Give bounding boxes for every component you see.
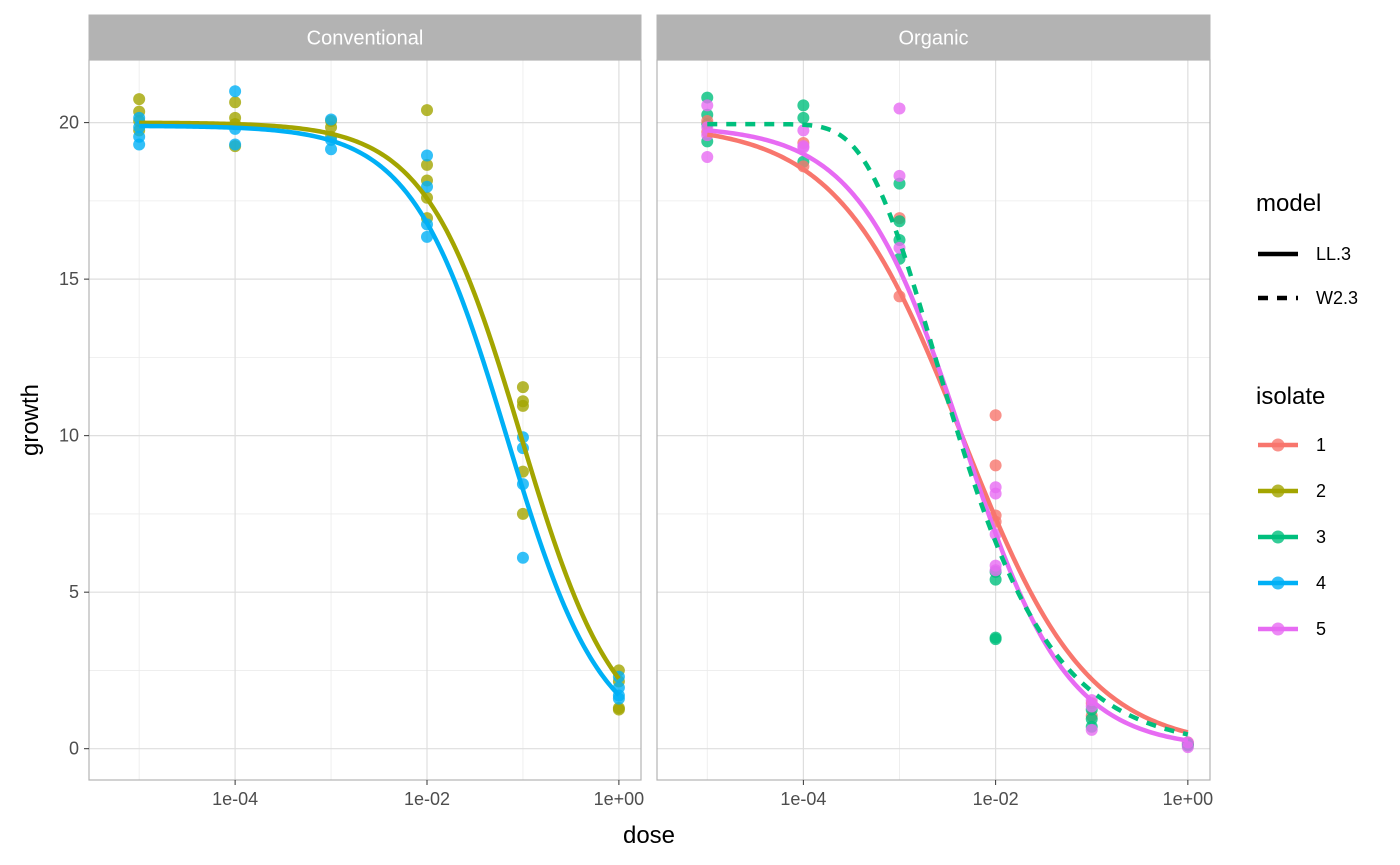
- fit-curve-isolate-2-ll3: [139, 120, 621, 680]
- legend-key-point-isolate-2: [1271, 484, 1285, 498]
- y-axis-title: growth: [17, 384, 44, 456]
- data-point-isolate-5: [989, 487, 1002, 500]
- y-tick-label: 20: [59, 113, 79, 133]
- x-axis-title: dose: [623, 822, 675, 849]
- x-tick-label: 1e-04: [780, 789, 826, 809]
- data-point-isolate-2: [612, 703, 625, 716]
- legend-label-isolate: 4: [1316, 573, 1326, 593]
- panel-background: [89, 60, 641, 780]
- panel-border: [656, 59, 1211, 781]
- data-point-isolate-3: [989, 573, 1002, 586]
- data-point-isolate-4: [421, 180, 434, 193]
- data-point-isolate-2: [421, 104, 434, 117]
- legend-key-point-isolate-1: [1271, 438, 1285, 452]
- x-tick-label: 1e-02: [973, 789, 1019, 809]
- legend-title-model: model: [1256, 190, 1321, 217]
- legend-key-point-isolate-3: [1271, 530, 1285, 544]
- legend-title-isolate: isolate: [1256, 383, 1325, 410]
- data-point-isolate-2: [421, 158, 434, 171]
- data-point-isolate-4: [325, 143, 338, 156]
- data-point-isolate-3: [893, 215, 906, 228]
- fit-curve-isolate-5-ll3: [707, 128, 1189, 743]
- legend-label-model: LL.3: [1316, 244, 1351, 264]
- panel-border: [88, 59, 642, 781]
- data-point-isolate-3: [797, 111, 810, 124]
- data-point-isolate-5: [797, 124, 810, 137]
- legend-label-isolate: 5: [1316, 619, 1326, 639]
- x-tick-label: 1e-04: [212, 789, 258, 809]
- panel-conventional: Conventional 1e-04 1e-02 1e+00 0 5 10 15 20: [59, 14, 645, 809]
- data-point-isolate-5: [893, 102, 906, 115]
- x-tick-label: 1e+00: [594, 789, 645, 809]
- data-point-isolate-5: [701, 99, 714, 112]
- data-point-isolate-2: [516, 507, 529, 520]
- data-point-isolate-1: [989, 409, 1002, 422]
- data-point-isolate-4: [229, 85, 242, 98]
- facet-strip-label: Conventional: [307, 28, 424, 50]
- x-tick-label: 1e-02: [404, 789, 450, 809]
- legend-label-isolate: 3: [1316, 527, 1326, 547]
- y-tick-label: 5: [69, 582, 79, 602]
- data-point-isolate-3: [989, 633, 1002, 646]
- legend: model LL.3 W2.3 isolate 1 2 3 4 5: [1256, 190, 1358, 639]
- legend-label-isolate: 1: [1316, 435, 1326, 455]
- data-point-isolate-5: [701, 151, 714, 164]
- fit-curve-isolate-4-ll3: [139, 123, 621, 697]
- legend-key-point-isolate-5: [1271, 622, 1285, 636]
- legend-label-isolate: 2: [1316, 481, 1326, 501]
- legend-label-model: W2.3: [1316, 288, 1358, 308]
- data-point-isolate-4: [612, 692, 625, 705]
- facet-strip: [88, 14, 642, 61]
- data-point-isolate-5: [989, 564, 1002, 577]
- legend-key-point-isolate-4: [1271, 576, 1285, 590]
- fitted-curves: [139, 120, 621, 697]
- y-tick-label: 0: [69, 739, 79, 759]
- data-point-isolate-2: [229, 96, 242, 109]
- data-point-isolate-2: [133, 93, 146, 106]
- data-point-isolate-2: [516, 381, 529, 394]
- facet-strip-label: Organic: [898, 28, 968, 50]
- fit-curve-isolate-3-w23: [707, 121, 1189, 737]
- data-point-isolate-5: [893, 169, 906, 182]
- data-point-isolate-2: [516, 399, 529, 412]
- data-point-isolate-4: [516, 551, 529, 564]
- x-tick-label: 1e+00: [1163, 789, 1214, 809]
- data-point-isolate-3: [797, 99, 810, 112]
- data-point-isolate-4: [133, 138, 146, 151]
- panel-organic: Organic 1e-04 1e-02 1e+00: [656, 14, 1214, 809]
- y-tick-label: 15: [59, 269, 79, 289]
- facet-strip: [656, 14, 1211, 61]
- y-tick-label: 10: [59, 426, 79, 446]
- data-point-isolate-5: [1085, 723, 1098, 736]
- data-point-isolate-4: [325, 113, 338, 126]
- data-point-isolate-4: [421, 149, 434, 162]
- data-point-isolate-4: [229, 138, 242, 151]
- data-point-isolate-5: [1181, 741, 1194, 754]
- fitted-curves: [706, 121, 1189, 743]
- panel-background: [657, 60, 1210, 780]
- data-point-isolate-1: [989, 459, 1002, 472]
- data-point-isolate-4: [421, 230, 434, 243]
